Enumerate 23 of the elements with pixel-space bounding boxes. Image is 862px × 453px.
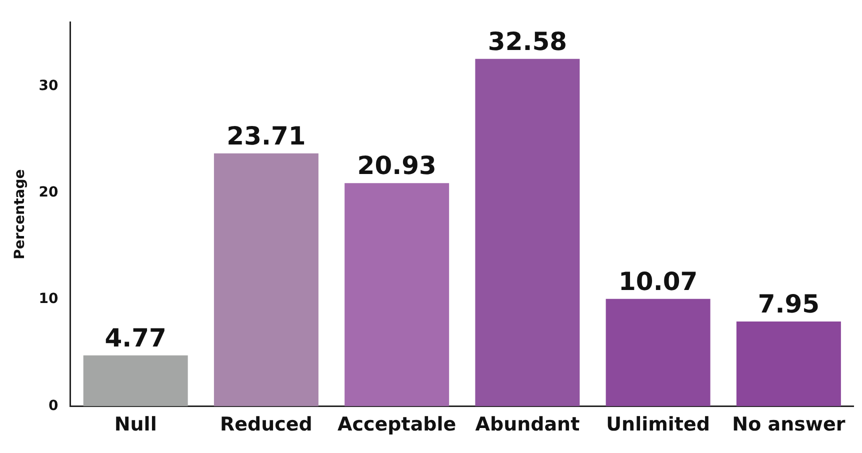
y-tick-label: 0: [48, 398, 59, 414]
x-tick-label: Abundant: [475, 414, 580, 436]
data-label: 10.07: [618, 266, 698, 296]
x-tick-label: Acceptable: [338, 414, 456, 436]
bar: [606, 298, 710, 406]
y-tick-label: 30: [38, 78, 59, 94]
x-tick-label: Reduced: [220, 414, 312, 436]
data-label: 32.58: [488, 26, 567, 56]
bar: [83, 355, 188, 406]
x-tick-label: Null: [114, 414, 157, 436]
x-tick-label: No answer: [732, 414, 846, 436]
bar: [736, 321, 841, 406]
data-label: 7.95: [758, 289, 820, 318]
bar: [214, 153, 318, 406]
y-tick-label: 20: [38, 184, 59, 201]
data-label: 23.71: [226, 121, 306, 150]
y-tick-label: 10: [38, 291, 59, 308]
y-axis-title: Percentage: [12, 169, 28, 260]
bar: [344, 183, 450, 406]
x-tick-label: Unlimited: [606, 414, 710, 436]
data-label: 20.93: [357, 151, 436, 180]
bar: [475, 58, 580, 406]
data-label: 4.77: [104, 323, 166, 352]
